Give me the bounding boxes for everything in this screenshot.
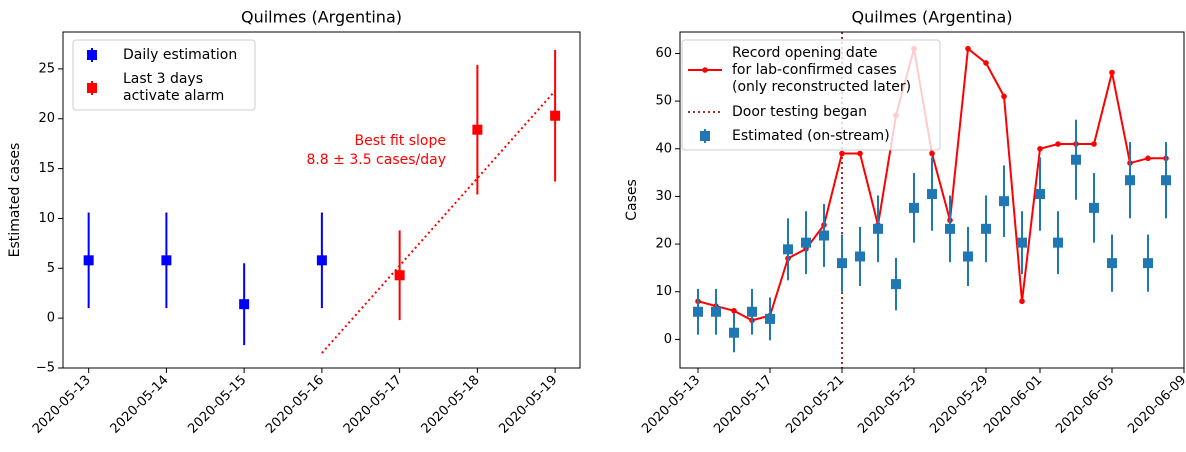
x-tick-label: 2020-05-13 — [30, 373, 94, 437]
marker — [963, 251, 973, 262]
marker — [1107, 258, 1117, 269]
marker — [873, 223, 883, 234]
y-tick-label: −5 — [36, 361, 55, 376]
marker — [472, 124, 483, 135]
x-tick-label: 2020-05-25 — [855, 373, 919, 437]
point — [965, 45, 971, 52]
marker — [394, 270, 405, 281]
marker — [711, 306, 721, 317]
point — [1091, 141, 1097, 147]
legend-label: Record opening date for lab-confirmed ca… — [732, 44, 912, 95]
x-tick-label: 2020-05-14 — [108, 373, 172, 437]
legend-label: Door testing began — [732, 103, 867, 120]
marker — [783, 244, 793, 255]
y-tick-label: 0 — [664, 332, 672, 347]
marker — [1053, 237, 1063, 248]
marker — [1089, 202, 1099, 213]
annotation: Best fit slope 8.8 ± 3.5 cases/day — [306, 133, 446, 168]
point — [839, 150, 845, 157]
legend-icon — [702, 67, 708, 73]
legend-icon — [700, 131, 710, 141]
marker — [747, 306, 757, 317]
legend-box — [72, 39, 256, 111]
y-tick-label: 15 — [38, 161, 55, 176]
marker — [819, 230, 829, 241]
marker — [765, 313, 775, 324]
marker — [161, 255, 172, 266]
y-tick-label: 60 — [655, 46, 672, 61]
point — [857, 150, 863, 157]
point — [1145, 155, 1151, 162]
y-axis-label: Estimated cases — [7, 143, 23, 258]
point — [983, 60, 989, 66]
marker — [981, 223, 991, 234]
point — [1019, 298, 1025, 305]
legend-box — [681, 39, 941, 151]
y-axis-label: Cases — [624, 179, 640, 221]
marker — [1125, 175, 1135, 186]
legend-label: Estimated (on-stream) — [732, 127, 890, 144]
x-tick-label: 2020-06-09 — [1125, 373, 1186, 437]
marker — [927, 189, 937, 200]
chart-title: Quilmes (Argentina) — [851, 8, 1012, 27]
marker — [729, 327, 739, 338]
marker — [239, 299, 250, 310]
y-tick-label: 40 — [655, 141, 672, 156]
point — [1055, 141, 1061, 147]
marker — [801, 237, 811, 248]
marker — [693, 306, 703, 317]
marker — [83, 255, 94, 266]
marker — [999, 196, 1009, 207]
fit-line — [321, 90, 556, 354]
x-tick-label: 2020-05-18 — [419, 373, 483, 437]
point — [1109, 69, 1115, 76]
marker — [1071, 154, 1081, 165]
y-tick-label: 30 — [655, 189, 672, 204]
marker — [316, 255, 327, 266]
point — [1037, 145, 1043, 152]
y-tick-label: 5 — [47, 261, 55, 276]
marker — [1143, 258, 1153, 269]
y-tick-label: 25 — [38, 61, 55, 76]
x-tick-label: 2020-05-13 — [639, 373, 703, 437]
marker — [550, 110, 561, 121]
legend-icon — [87, 83, 97, 93]
point — [731, 308, 737, 314]
y-tick-label: 20 — [655, 237, 672, 252]
y-tick-label: 10 — [655, 284, 672, 299]
legend-label: Last 3 days activate alarm — [123, 71, 225, 104]
y-tick-label: 50 — [655, 94, 672, 109]
x-tick-label: 2020-05-21 — [783, 373, 847, 437]
point — [1001, 93, 1007, 100]
legend-icon — [87, 50, 97, 60]
legend-label: Daily estimation — [123, 46, 238, 63]
x-tick-label: 2020-05-17 — [711, 373, 775, 437]
x-tick-label: 2020-06-05 — [1053, 373, 1117, 437]
chart-title: Quilmes (Argentina) — [241, 8, 402, 27]
x-tick-label: 2020-05-17 — [341, 373, 405, 437]
y-tick-label: 0 — [47, 311, 55, 326]
marker — [909, 202, 919, 213]
marker — [1161, 175, 1171, 186]
axes-frame — [62, 31, 581, 369]
marker — [837, 258, 847, 269]
y-tick-label: 20 — [38, 111, 55, 126]
axes-frame — [679, 31, 1185, 369]
marker — [945, 223, 955, 234]
marker — [1017, 237, 1027, 248]
y-tick-label: 10 — [38, 211, 55, 226]
x-tick-label: 2020-05-16 — [263, 373, 327, 437]
marker — [891, 279, 901, 290]
x-tick-label: 2020-05-15 — [185, 373, 249, 437]
marker — [1035, 189, 1045, 200]
x-tick-label: 2020-06-01 — [981, 373, 1045, 437]
point — [929, 150, 935, 157]
marker — [855, 251, 865, 262]
x-tick-label: 2020-05-19 — [496, 373, 560, 437]
